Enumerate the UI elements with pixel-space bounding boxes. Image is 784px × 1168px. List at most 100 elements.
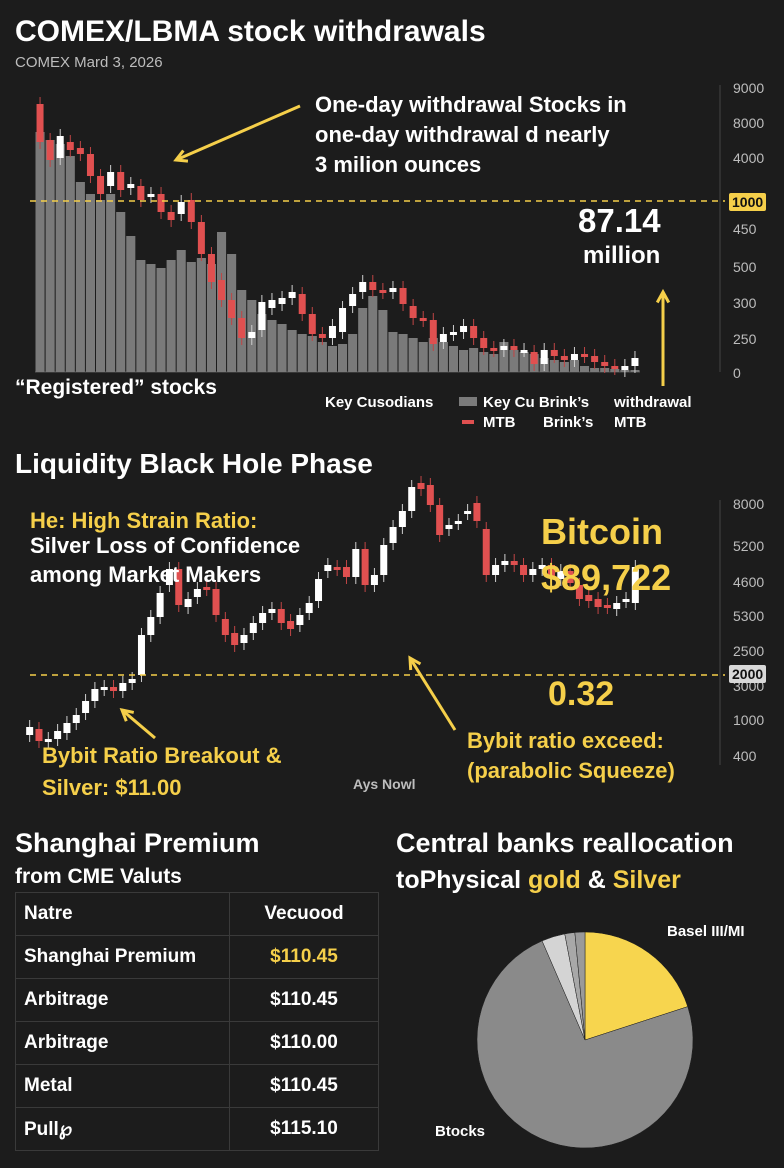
- stock-bar: [206, 264, 216, 372]
- candle-down: [417, 483, 425, 489]
- stock-bar: [317, 342, 327, 372]
- candle-down: [228, 300, 236, 318]
- row-value: $110.00: [229, 1021, 379, 1065]
- candle-down: [566, 571, 574, 583]
- candle-up: [26, 727, 34, 735]
- candle-up: [248, 332, 256, 338]
- candle-up: [500, 346, 508, 350]
- candle-up: [156, 593, 164, 617]
- premium-table: Natre Vecuood Shanghai Premium $110.45 A…: [15, 892, 379, 1151]
- stock-bar: [479, 352, 489, 372]
- y-tick: 5200: [733, 538, 765, 554]
- candle-down: [560, 356, 568, 360]
- candle-up: [137, 635, 145, 675]
- candle-up: [389, 288, 397, 292]
- candle-down: [482, 529, 490, 575]
- candle-down: [187, 200, 195, 222]
- column-header: Natre: [15, 892, 230, 936]
- candle-up: [268, 300, 276, 308]
- candle-up: [296, 615, 304, 625]
- arrow-shaft: [175, 104, 301, 162]
- legend-label: Brink’s: [543, 414, 594, 431]
- candle-up: [631, 358, 639, 366]
- candle-up: [100, 687, 108, 690]
- candle-down: [318, 334, 326, 338]
- candle-down: [137, 186, 145, 200]
- column-header: Vecuood: [229, 892, 379, 936]
- withdrawals-chart: [30, 85, 725, 386]
- candle-down: [76, 148, 84, 154]
- candle-down: [197, 222, 205, 254]
- candle-up: [288, 292, 296, 298]
- stock-bar: [519, 352, 529, 372]
- candle-up: [128, 679, 136, 683]
- legend-label: withdrawal: [614, 394, 692, 411]
- stock-bar: [459, 350, 469, 372]
- candle-up: [328, 326, 336, 338]
- stock-bar: [388, 332, 398, 372]
- candle-up: [278, 298, 286, 304]
- candle-down: [581, 354, 589, 357]
- candle-up: [324, 565, 332, 571]
- candle-down: [426, 485, 434, 505]
- strain-text: Silver Loss of Confidence: [30, 533, 301, 558]
- candle-down: [86, 154, 94, 176]
- candle-up: [454, 521, 462, 524]
- stock-bar: [338, 344, 348, 372]
- candle-down: [35, 729, 43, 741]
- candle-up: [72, 715, 80, 723]
- candle-down: [470, 326, 478, 338]
- big-value: 87.14: [578, 202, 661, 239]
- candle-up: [184, 599, 192, 607]
- legend-label: MTB: [614, 414, 647, 431]
- highlight-tick: 2000: [729, 665, 767, 683]
- y-tick: 0: [733, 365, 741, 381]
- candle-down: [520, 565, 528, 575]
- candle-up: [389, 527, 397, 543]
- candle-up: [449, 332, 457, 335]
- row-name: Pull℘: [15, 1107, 230, 1151]
- pie-slice: [584, 931, 689, 1041]
- candle-down: [530, 352, 538, 364]
- candle-up: [240, 635, 248, 643]
- y-tick: 4600: [733, 574, 765, 590]
- candle-up: [570, 354, 578, 360]
- y-tick: 8000: [733, 115, 765, 131]
- candle-up: [613, 603, 621, 609]
- stock-bar: [438, 342, 448, 372]
- candle-up: [398, 511, 406, 527]
- candle-down: [585, 595, 593, 601]
- candle-down: [550, 350, 558, 356]
- candle-down: [591, 356, 599, 362]
- candle-up: [359, 282, 367, 292]
- annotation-line: One-day withdrawal Stocks in: [315, 92, 627, 117]
- candle-down: [490, 348, 498, 351]
- pie-label-basel: Basel III/MI: [667, 923, 745, 940]
- stock-bar: [186, 262, 196, 372]
- candle-up: [557, 571, 565, 579]
- ratio-value: 0.32: [548, 675, 615, 713]
- section4-title: Central banks reallocation: [396, 828, 734, 858]
- candle-up: [445, 525, 453, 529]
- candle-up: [540, 350, 548, 364]
- candle-up: [44, 739, 52, 742]
- candle-down: [36, 104, 44, 142]
- stock-bar: [327, 346, 337, 372]
- legend-candle-swatch: [462, 420, 474, 424]
- candle-down: [480, 338, 488, 348]
- candle-down: [277, 609, 285, 623]
- highlight-tick: 1000: [729, 193, 767, 211]
- x-axis-label: Ays Nowl: [353, 776, 416, 792]
- candle-up: [408, 487, 416, 511]
- candle-down: [436, 505, 444, 535]
- table-header-row: Natre Vecuood: [15, 892, 379, 936]
- y-tick: 5300: [733, 608, 765, 624]
- stock-bar: [580, 366, 590, 372]
- y-tick: 4000: [733, 150, 765, 166]
- y-tick: 400: [733, 748, 757, 764]
- stock-bar: [348, 334, 358, 372]
- stock-bar: [378, 310, 388, 372]
- stock-bar: [156, 268, 166, 372]
- candle-down: [575, 585, 583, 599]
- big-unit: million: [583, 242, 661, 269]
